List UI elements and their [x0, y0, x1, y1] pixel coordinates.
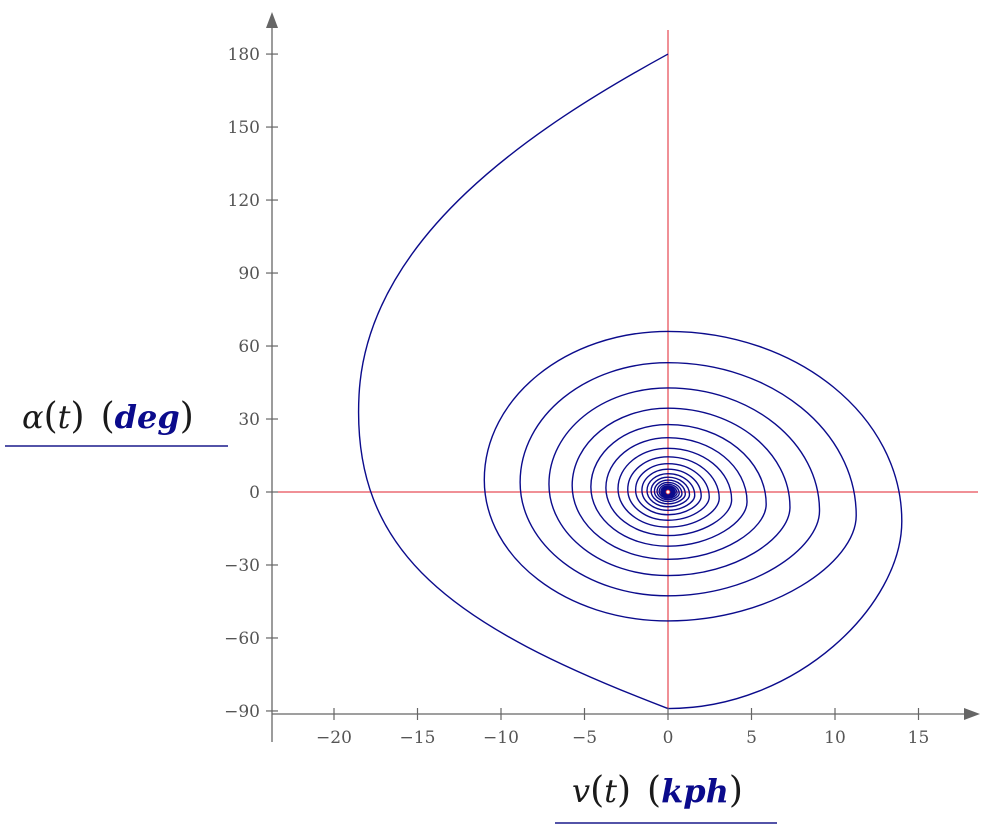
y-tick-label: 150	[228, 118, 260, 138]
x-axis-label: v(t) (kph)	[555, 770, 777, 824]
x-label-variable: t	[604, 772, 617, 810]
origin-marker	[665, 489, 671, 495]
y-label-function: α	[22, 398, 44, 436]
y-axis-arrow	[266, 12, 278, 28]
x-label-unit: kph	[661, 772, 729, 810]
y-label-unit: deg	[115, 398, 180, 436]
y-tick-label: 90	[238, 264, 260, 284]
y-tick-label: 30	[238, 410, 260, 430]
x-tick-label: −20	[316, 728, 352, 748]
axes	[266, 12, 980, 742]
x-label-function: v	[572, 772, 590, 810]
y-tick-label: 60	[238, 337, 260, 357]
y-tick-label: −30	[224, 556, 260, 576]
y-axis-label: α(t) (deg)	[5, 396, 228, 447]
x-axis-arrow	[964, 708, 980, 720]
y-tick-label: −60	[224, 629, 260, 649]
y-tick-label: 0	[249, 483, 260, 503]
tick-marks: −90 −60 −30 0 30 60 90 120 150 180 −20 −15 −10 −5 0 5 10…	[224, 45, 929, 748]
x-tick-label: −10	[483, 728, 519, 748]
y-tick-label: −90	[224, 702, 260, 722]
y-tick-label: 120	[228, 191, 260, 211]
x-tick-label: −5	[572, 728, 597, 748]
y-tick-label: 180	[228, 45, 260, 65]
x-tick-label: 10	[824, 728, 846, 748]
svg-text:v(t)(kph): v(t) (kph)	[572, 770, 743, 811]
svg-text:α(t)(deg): α(t) (deg)	[22, 396, 194, 437]
y-label-variable: t	[58, 398, 71, 436]
reference-lines	[272, 30, 978, 714]
spiral-curve	[357, 53, 903, 710]
x-tick-label: 0	[663, 728, 674, 748]
curve-layer	[357, 53, 903, 710]
x-tick-label: 5	[746, 728, 757, 748]
x-tick-label: −15	[400, 728, 436, 748]
x-tick-label: 15	[908, 728, 930, 748]
